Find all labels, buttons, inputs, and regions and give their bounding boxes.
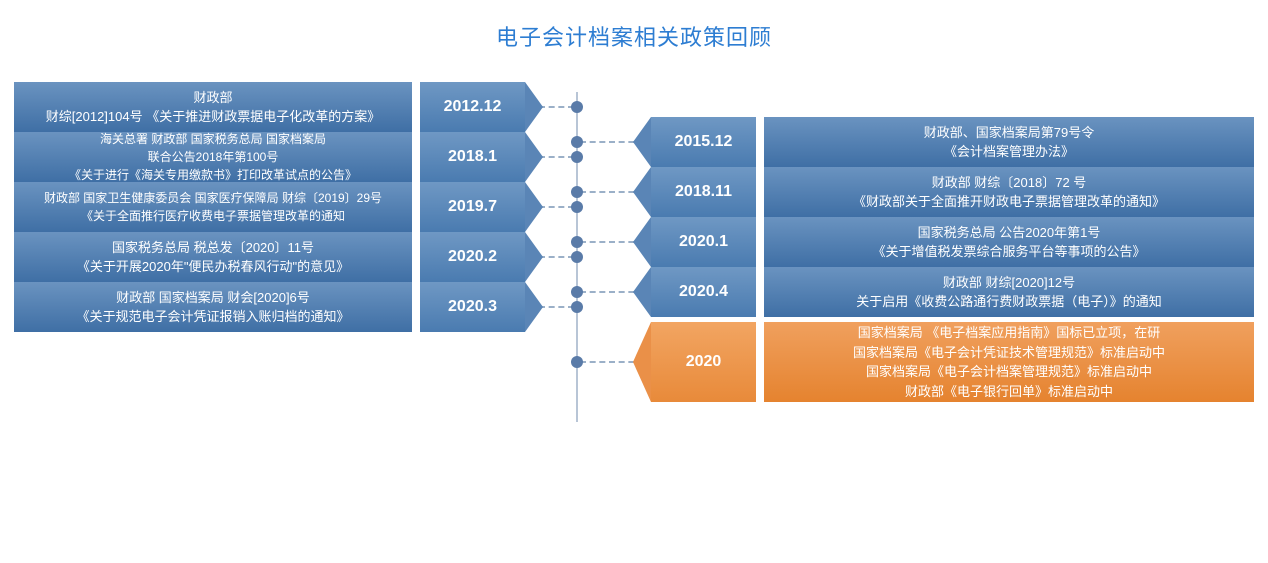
page-title: 电子会计档案相关政策回顾 [0,0,1268,52]
policy-line: 财政部 [193,88,232,108]
timeline-dot [571,301,583,313]
policy-line: 国家档案局 《电子档案应用指南》国标已立项，在研 [858,323,1161,343]
date-pill: 2020.4 [651,267,756,317]
policy-line: 联合公告2018年第100号 [148,148,279,166]
date-pill: 2015.12 [651,117,756,167]
timeline-dot [571,101,583,113]
date-pill: 2020.3 [420,282,525,332]
date-pill: 2020.2 [420,232,525,282]
timeline-dot [571,201,583,213]
policy-line: 财政部 国家卫生健康委员会 国家医疗保障局 财综〔2019〕29号 [44,189,382,207]
timeline-dot [571,356,583,368]
timeline: 财政部财综[2012]104号 《关于推进财政票据电子化改革的方案》2012.1… [0,82,1268,402]
date-pill: 2020 [651,322,756,402]
timeline-dot [571,236,583,248]
timeline-dot [571,286,583,298]
date-pill: 2020.1 [651,217,756,267]
timeline-dot [571,251,583,263]
policy-card: 国家档案局 《电子档案应用指南》国标已立项，在研国家档案局《电子会计凭证技术管理… [764,322,1254,402]
date-pill: 2012.12 [420,82,525,132]
timeline-dot [571,136,583,148]
timeline-dot [571,151,583,163]
policy-line: 国家档案局《电子会计凭证技术管理规范》标准启动中 [853,343,1165,363]
timeline-row: 2020国家档案局 《电子档案应用指南》国标已立项，在研国家档案局《电子会计凭证… [0,322,1268,402]
date-pill: 2018.1 [420,132,525,182]
policy-line: 财政部 国家档案局 财会[2020]6号 [116,288,310,308]
timeline-dot [571,186,583,198]
date-pill: 2019.7 [420,182,525,232]
policy-line: 海关总署 财政部 国家税务总局 国家档案局 [100,130,326,148]
date-pill: 2018.11 [651,167,756,217]
policy-line: 国家税务总局 税总发〔2020〕11号 [112,238,314,258]
policy-line: 财政部《电子银行回单》标准启动中 [905,382,1113,402]
policy-line: 国家档案局《电子会计档案管理规范》标准启动中 [866,362,1152,382]
